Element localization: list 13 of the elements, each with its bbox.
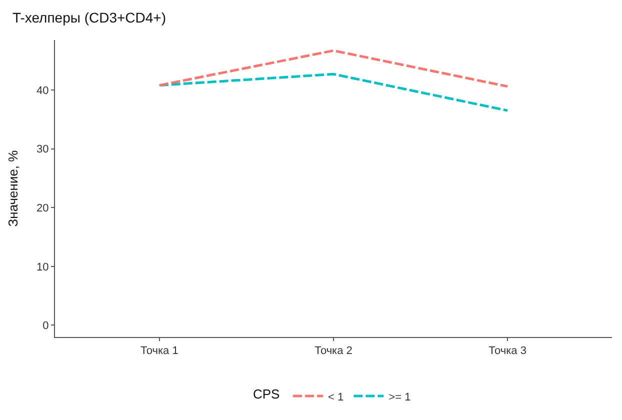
y-tick-label: 30 [36, 144, 49, 156]
y-axis-title: Значение, % [6, 150, 20, 227]
x-tick-label: Точка 2 [314, 345, 352, 358]
y-tick-label: 10 [36, 261, 49, 274]
legend-label: >= 1 [388, 391, 411, 404]
y-tick-label: 20 [36, 202, 49, 214]
x-tick-label: Точка 3 [488, 345, 526, 358]
chart-title: T-хелперы (CD3+CD4+) [12, 9, 166, 26]
x-tick-label: Точка 1 [140, 345, 178, 358]
y-tick-label: 40 [36, 84, 49, 97]
legend-title: CPS [253, 386, 280, 402]
y-tick-label: 0 [42, 320, 49, 332]
legend-label: < 1 [328, 391, 344, 404]
